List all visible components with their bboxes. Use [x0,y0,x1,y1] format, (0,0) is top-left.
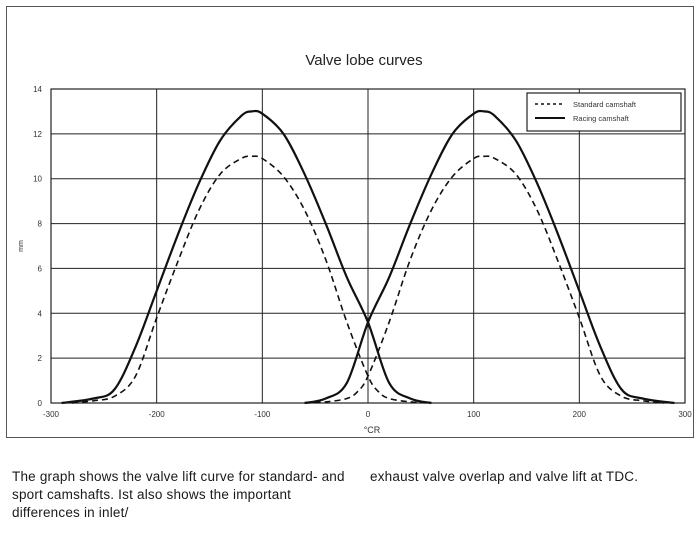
caption-right: exhaust valve overlap and valve lift at … [370,469,639,484]
y-tick-label: 14 [33,85,42,94]
x-tick-label: -200 [149,410,166,419]
y-tick-label: 2 [38,354,43,363]
x-tick-label: -300 [43,410,60,419]
y-tick-label: 0 [38,399,43,408]
y-tick-label: 10 [33,175,42,184]
legend-label-standard: Standard camshaft [573,100,637,109]
y-tick-label: 12 [33,130,42,139]
x-tick-label: 300 [678,410,692,419]
x-tick-label: 100 [467,410,481,419]
series-line-standard-inlet [72,155,432,404]
x-tick-label: 200 [573,410,587,419]
y-tick-label: 8 [38,220,43,229]
x-tick-label: -100 [254,410,271,419]
y-tick-label: 4 [38,309,43,318]
caption-left: The graph shows the valve lift curve for… [12,469,345,520]
chart-figure: Valve lobe curves -300 -200 -100 0 100 200 300 0… [6,6,694,438]
series-line-standard-exhaust [304,155,664,404]
y-tick-label: 6 [38,264,43,273]
legend-label-racing: Racing camshaft [573,114,630,123]
plot-frame [50,88,686,404]
x-tick-label: 0 [366,410,371,419]
valve-lobe-chart: Valve lobe curves -300 -200 -100 0 100 200 300 0… [18,52,692,435]
chart-title: Valve lobe curves [305,52,422,69]
legend-box [526,92,682,132]
series-line-racing-exhaust [304,109,675,405]
x-axis-label: °CR [364,425,381,435]
y-axis-label: mm [18,240,25,252]
